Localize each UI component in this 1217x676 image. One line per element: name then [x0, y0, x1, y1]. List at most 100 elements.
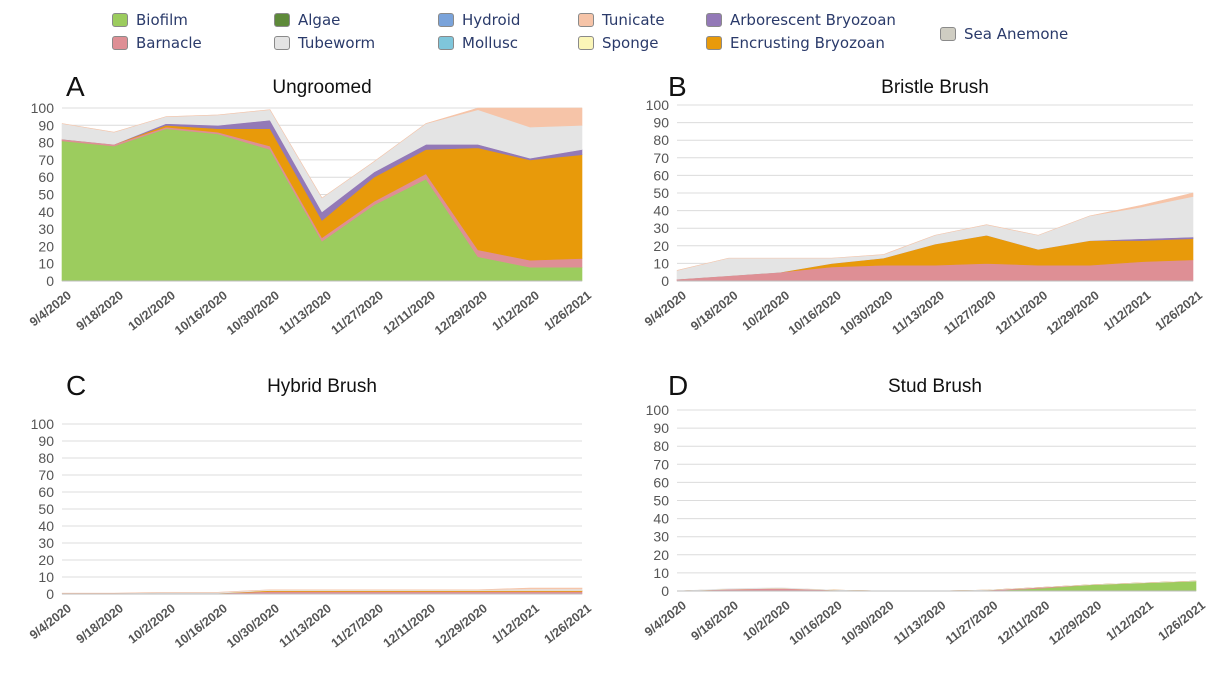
area-series-tunicate: [676, 192, 1194, 271]
legend-label: Tunicate: [602, 11, 665, 29]
legend-label: Arborescent Bryozoan: [730, 11, 896, 29]
y-tick-label: 20: [38, 238, 54, 254]
y-tick-label: 20: [653, 238, 669, 254]
x-tick-label: 1/12/2021: [490, 601, 542, 646]
y-tick-label: 70: [38, 467, 54, 483]
y-tick-label: 40: [38, 518, 54, 534]
x-tick-label: 11/27/2020: [943, 598, 1000, 647]
y-tick-label: 60: [38, 484, 54, 500]
y-tick-label: 10: [653, 255, 669, 271]
y-tick-label: 40: [653, 203, 669, 219]
panel-b: 0 10 20 30 40 50 60 70 80 90 100 9/4/2020 9/18/2020 1…: [612, 65, 1217, 370]
legend-item-arborescent: Arborescent Bryozoan: [706, 10, 896, 30]
legend-swatch-icon: [578, 36, 594, 50]
x-tick-label: 9/4/2020: [642, 288, 689, 329]
legend-swatch-icon: [274, 36, 290, 50]
legend-item-anemone: Sea Anemone: [940, 24, 1068, 44]
legend-label: Tubeworm: [298, 34, 376, 52]
x-tick-label: 12/11/2020: [381, 288, 438, 337]
y-tick-label: 70: [653, 456, 669, 472]
legend-label: Mollusc: [462, 34, 519, 52]
x-tick-label: 12/29/2020: [432, 288, 490, 338]
x-tick-label: 9/18/2020: [74, 288, 126, 333]
x-tick-label: 11/13/2020: [890, 288, 947, 337]
y-tick-label: 80: [38, 450, 54, 466]
x-tick-label: 10/30/2020: [839, 598, 897, 648]
x-tick-label: 1/12/2020: [490, 288, 542, 333]
x-tick-label: 10/30/2020: [224, 288, 282, 338]
panel-letter: C: [66, 370, 87, 401]
y-tick-label: 40: [653, 511, 669, 527]
y-tick-label: 80: [653, 438, 669, 454]
x-tick-label: 12/29/2020: [1044, 288, 1102, 338]
y-tick-label: 80: [38, 135, 54, 151]
legend-label: Encrusting Bryozoan: [730, 34, 885, 52]
panel-c: 0 10 20 30 40 50 60 70 80 90 100 9/4/2020 9/18/2020 1…: [0, 368, 608, 676]
x-tick-label: 10/16/2020: [172, 288, 230, 338]
x-tick-label: 12/29/2020: [432, 601, 490, 651]
y-tick-label: 90: [653, 115, 669, 131]
y-tick-label: 0: [46, 273, 54, 289]
y-tick-label: 50: [653, 493, 669, 509]
legend-label: Sea Anemone: [964, 25, 1069, 43]
x-tick-label: 12/11/2020: [381, 601, 438, 650]
legend-item-mollusc: Mollusc: [438, 33, 518, 53]
y-tick-label: 10: [653, 565, 669, 581]
x-tick-label: 10/2/2020: [126, 288, 178, 333]
y-tick-label: 30: [38, 221, 54, 237]
legend-label: Biofilm: [136, 11, 188, 29]
panel-letter: A: [66, 71, 85, 102]
x-tick-label: 9/18/2020: [688, 598, 740, 643]
legend-swatch-icon: [438, 13, 454, 27]
legend-swatch-icon: [706, 13, 722, 27]
y-tick-label: 10: [38, 569, 54, 585]
legend-item-encrusting: Encrusting Bryozoan: [706, 33, 885, 53]
x-tick-label: 9/4/2020: [642, 598, 689, 639]
x-tick-label: 11/13/2020: [891, 598, 948, 647]
legend-item-sponge: Sponge: [578, 33, 658, 53]
legend-item-barnacle: Barnacle: [112, 33, 202, 53]
x-tick-label: 10/30/2020: [837, 288, 895, 338]
y-tick-label: 60: [38, 169, 54, 185]
chart-title: Hybrid Brush: [267, 376, 377, 397]
x-tick-label: 12/11/2020: [995, 598, 1052, 647]
legend: Biofilm Barnacle Algae Tubeworm Hydroid Mollu…: [0, 0, 1217, 60]
x-tick-label: 9/4/2020: [27, 288, 74, 329]
x-tick-label: 1/26/2021: [1153, 288, 1205, 333]
legend-item-hydroid: Hydroid: [438, 10, 520, 30]
legend-item-tubeworm: Tubeworm: [274, 33, 375, 53]
y-tick-label: 50: [38, 501, 54, 517]
legend-swatch-icon: [274, 13, 290, 27]
chart-title: Stud Brush: [888, 376, 982, 397]
x-tick-label: 11/27/2020: [329, 288, 386, 337]
chart-title: Ungroomed: [272, 77, 372, 98]
y-tick-label: 60: [653, 167, 669, 183]
legend-label: Sponge: [602, 34, 659, 52]
legend-label: Hydroid: [462, 11, 521, 29]
legend-label: Algae: [298, 11, 341, 29]
y-tick-label: 10: [38, 256, 54, 272]
legend-item-biofilm: Biofilm: [112, 10, 188, 30]
chart-title: Bristle Brush: [881, 77, 989, 98]
panel-letter: D: [668, 370, 689, 401]
y-tick-label: 0: [46, 586, 54, 602]
x-tick-label: 10/2/2020: [126, 601, 178, 646]
y-tick-label: 30: [653, 529, 669, 545]
y-tick-label: 90: [38, 117, 54, 133]
y-tick-label: 20: [653, 547, 669, 563]
y-tick-label: 100: [31, 416, 55, 432]
x-tick-label: 9/18/2020: [74, 601, 126, 646]
x-tick-label: 10/30/2020: [224, 601, 282, 651]
legend-label: Barnacle: [136, 34, 202, 52]
x-tick-label: 1/26/2021: [542, 288, 594, 333]
y-tick-label: 20: [38, 552, 54, 568]
y-tick-label: 80: [653, 132, 669, 148]
x-tick-label: 11/27/2020: [941, 288, 998, 337]
x-tick-label: 1/12/2021: [1101, 288, 1153, 333]
x-tick-label: 10/2/2020: [740, 288, 792, 333]
y-tick-label: 50: [653, 185, 669, 201]
y-tick-label: 100: [646, 402, 670, 418]
y-tick-label: 40: [38, 204, 54, 220]
